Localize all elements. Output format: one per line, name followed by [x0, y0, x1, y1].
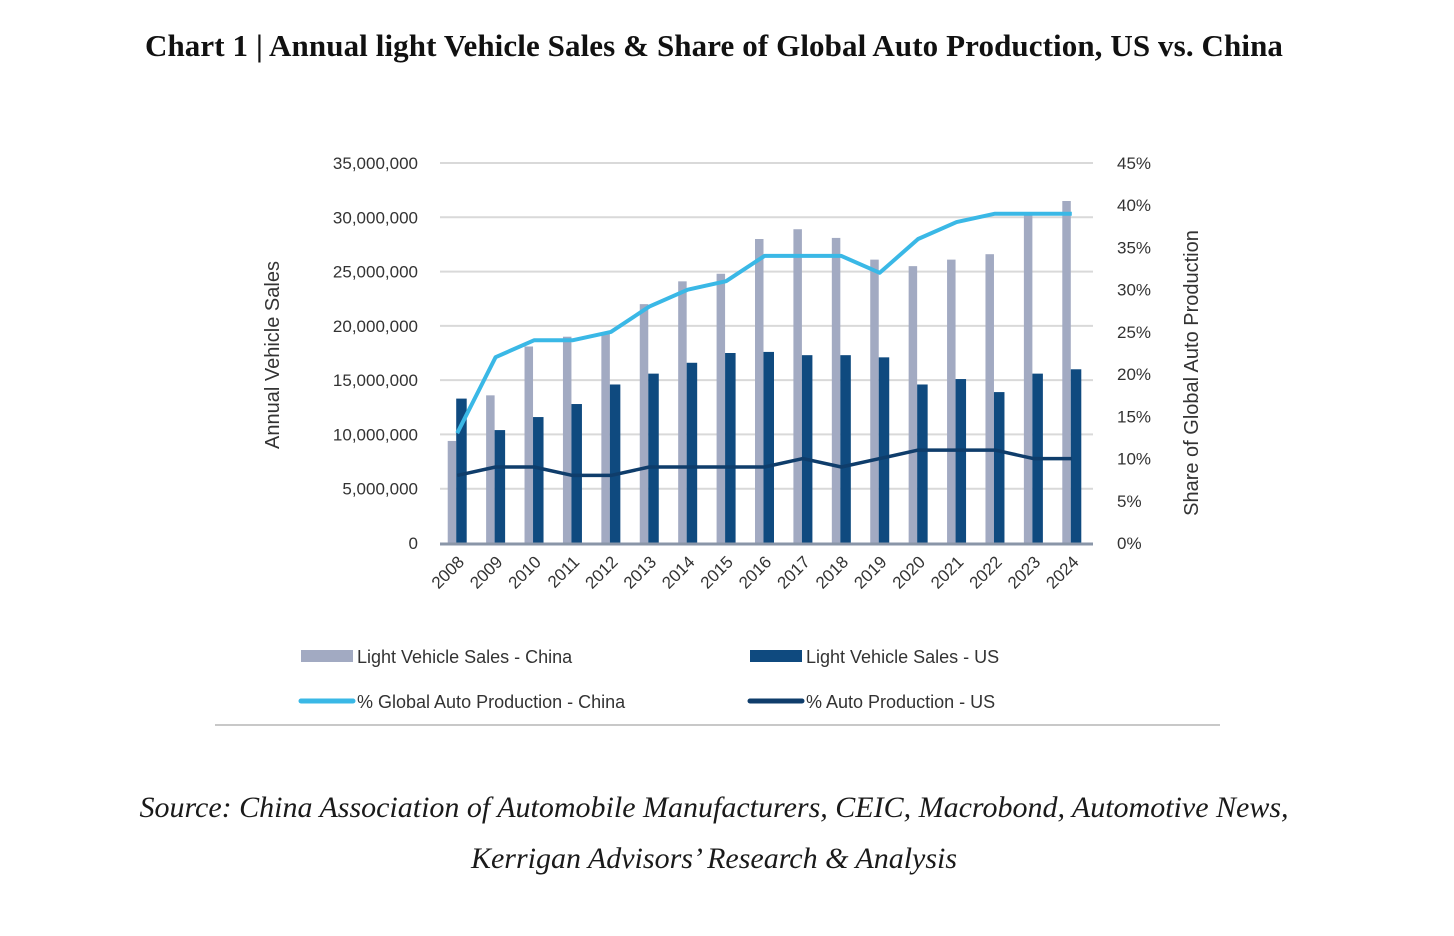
y-axis-title: Annual Vehicle Sales — [262, 261, 284, 449]
bar-us-2022 — [993, 392, 1005, 543]
x-tick-label: 2011 — [544, 552, 583, 591]
legend-swatch — [301, 650, 353, 662]
source-line-2: Kerrigan Advisors’ Research & Analysis — [470, 842, 958, 875]
y-tick-label: 20,000,000 — [333, 317, 418, 336]
bar-china-2023 — [1023, 215, 1033, 543]
legend-label: Light Vehicle Sales - US — [806, 647, 999, 667]
bar-us-2011 — [571, 404, 582, 543]
bar-china-2012 — [601, 333, 610, 543]
bar-china-2018 — [831, 237, 841, 543]
bar-us-2019 — [878, 357, 890, 543]
x-tick-label: 2013 — [620, 552, 660, 592]
y2-axis-title: Share of Global Auto Production — [1181, 230, 1203, 516]
bar-us-2017 — [801, 355, 813, 543]
chart-title: Chart 1 | Annual light Vehicle Sales & S… — [144, 28, 1284, 63]
bar-us-2014 — [686, 362, 698, 543]
x-tick-label: 2017 — [774, 552, 814, 592]
bar-us-2009 — [494, 430, 506, 543]
bar-china-2017 — [793, 229, 802, 543]
y2-tick-label: 10% — [1117, 450, 1151, 469]
bar-china-2014 — [678, 281, 687, 543]
y-tick-label: 35,000,000 — [333, 154, 418, 173]
x-tick-label: 2014 — [658, 552, 698, 592]
y-axis-left: 0 5,000,000 10,000,000 15,000,000 20,000,000… — [333, 154, 418, 553]
y-tick-label: 15,000,000 — [333, 371, 418, 390]
line-china-share — [455, 211, 1072, 435]
bar-china-2011 — [562, 336, 572, 543]
legend-swatch — [750, 650, 802, 662]
bar-china-2016 — [755, 239, 764, 543]
x-tick-label: 2008 — [428, 552, 468, 592]
y2-tick-label: 15% — [1117, 407, 1151, 426]
legend-item: % Global Auto Production - China — [298, 692, 626, 712]
legend-label: Light Vehicle Sales - China — [357, 647, 573, 667]
y-axis-right: 0% 5% 10% 15% 20% 25% 30% 35% 40% 45% — [1117, 154, 1151, 553]
source-line-1: Source: China Association of Automobile … — [139, 791, 1289, 824]
y-tick-label: 5,000,000 — [342, 480, 418, 499]
y2-tick-label: 0% — [1117, 534, 1142, 553]
y2-tick-label: 40% — [1117, 196, 1151, 215]
bar-china-2022 — [985, 254, 994, 543]
bar-us-2020 — [917, 384, 928, 543]
bar-china-2008 — [447, 440, 457, 543]
y2-tick-label: 20% — [1117, 365, 1151, 384]
bar-us-2015 — [725, 353, 736, 543]
source-note: Source: China Association of Automobile … — [0, 782, 1428, 884]
y2-tick-label: 25% — [1117, 323, 1151, 342]
x-tick-label: 2009 — [466, 552, 506, 592]
line-us-share — [456, 448, 1072, 478]
legend-item: % Auto Production - US — [747, 692, 995, 712]
x-tick-label: 2021 — [927, 552, 967, 592]
x-tick-label: 2019 — [850, 552, 890, 592]
bar-china-2013 — [639, 304, 649, 543]
bar-us-2013 — [648, 373, 659, 543]
bar-china-2010 — [524, 346, 534, 543]
legend-item: Light Vehicle Sales - US — [750, 647, 999, 667]
bar-china-2015 — [716, 273, 726, 543]
y-tick-label: 10,000,000 — [333, 425, 418, 444]
bar-us-2012 — [609, 384, 621, 543]
x-tick-label: 2020 — [889, 552, 929, 592]
legend-label: % Auto Production - US — [806, 692, 995, 712]
y2-tick-label: 5% — [1117, 492, 1142, 511]
x-tick-label: 2010 — [505, 552, 545, 592]
bar-us-2018 — [840, 355, 851, 543]
x-tick-label: 2022 — [966, 552, 1006, 592]
bar-us-2010 — [533, 417, 544, 543]
bars — [447, 201, 1082, 543]
bar-china-2020 — [908, 266, 918, 543]
bar-us-2024 — [1070, 369, 1082, 543]
x-tick-label: 2016 — [735, 552, 775, 592]
bar-us-2016 — [763, 351, 774, 543]
bar-us-2021 — [955, 379, 967, 543]
bar-china-2024 — [1062, 201, 1071, 543]
y2-tick-label: 45% — [1117, 154, 1151, 173]
lines — [455, 211, 1072, 478]
x-tick-label: 2023 — [1004, 552, 1044, 592]
y2-tick-label: 35% — [1117, 238, 1151, 257]
bar-us-2008 — [456, 398, 467, 543]
y-tick-label: 25,000,000 — [333, 263, 418, 282]
x-tick-label: 2012 — [581, 552, 621, 592]
x-tick-label: 2018 — [812, 552, 852, 592]
legend-label: % Global Auto Production - China — [357, 692, 626, 712]
y-tick-label: 30,000,000 — [333, 208, 418, 227]
y2-tick-label: 30% — [1117, 281, 1151, 300]
legend-item: Light Vehicle Sales - China — [301, 647, 573, 667]
x-tick-label: 2024 — [1042, 552, 1082, 592]
x-tick-label: 2015 — [697, 552, 737, 592]
legend: Light Vehicle Sales - China Light Vehicle… — [298, 647, 999, 712]
y-tick-label: 0 — [409, 534, 418, 553]
bar-china-2021 — [947, 259, 956, 543]
bar-china-2019 — [870, 259, 879, 543]
